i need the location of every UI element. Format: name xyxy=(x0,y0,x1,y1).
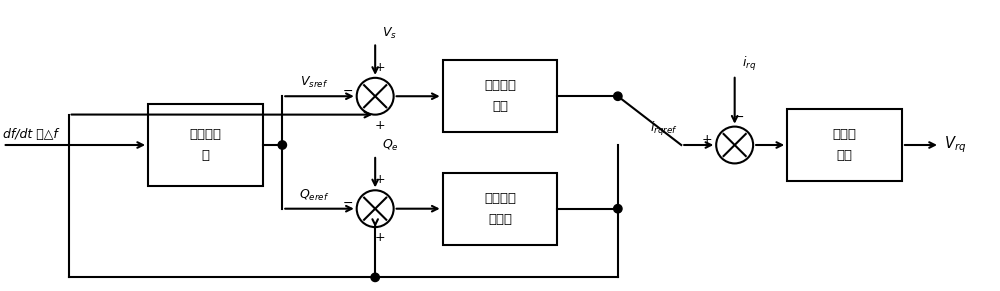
Bar xyxy=(443,173,557,244)
Circle shape xyxy=(614,92,622,100)
Text: $V_{rq}$: $V_{rq}$ xyxy=(944,135,966,155)
Text: $+$: $+$ xyxy=(374,119,385,132)
Text: 制器: 制器 xyxy=(492,100,508,113)
Text: df/dt 或△f: df/dt 或△f xyxy=(3,128,57,141)
Text: 制器: 制器 xyxy=(837,149,853,162)
Text: $+$: $+$ xyxy=(374,231,385,244)
Circle shape xyxy=(614,205,622,213)
Text: $+$: $+$ xyxy=(374,61,385,74)
Text: 控制器: 控制器 xyxy=(488,213,512,226)
Bar xyxy=(443,61,557,132)
Bar xyxy=(148,104,263,186)
Text: $i_{rq}$: $i_{rq}$ xyxy=(742,55,756,73)
Text: $Q_{eref}$: $Q_{eref}$ xyxy=(299,188,330,203)
Text: 端电压控: 端电压控 xyxy=(484,79,516,92)
Bar xyxy=(787,109,902,181)
Text: $+$: $+$ xyxy=(701,132,712,146)
Text: $Q_e$: $Q_e$ xyxy=(382,138,399,153)
Circle shape xyxy=(371,273,379,282)
Text: $-$: $-$ xyxy=(342,84,353,97)
Circle shape xyxy=(278,141,286,149)
Text: $V_{sref}$: $V_{sref}$ xyxy=(300,75,329,90)
Text: 信号处理: 信号处理 xyxy=(189,128,221,141)
Text: $i_{rqref}$: $i_{rqref}$ xyxy=(650,120,678,138)
Text: $-$: $-$ xyxy=(733,110,744,123)
Circle shape xyxy=(357,190,394,227)
Circle shape xyxy=(716,127,753,164)
Text: 电流控: 电流控 xyxy=(833,128,857,141)
Circle shape xyxy=(357,78,394,115)
Text: $V_s$: $V_s$ xyxy=(382,25,397,40)
Text: $+$: $+$ xyxy=(374,173,385,186)
Text: $-$: $-$ xyxy=(342,196,353,209)
Text: 器: 器 xyxy=(201,149,209,162)
Text: 无功功率: 无功功率 xyxy=(484,192,516,205)
